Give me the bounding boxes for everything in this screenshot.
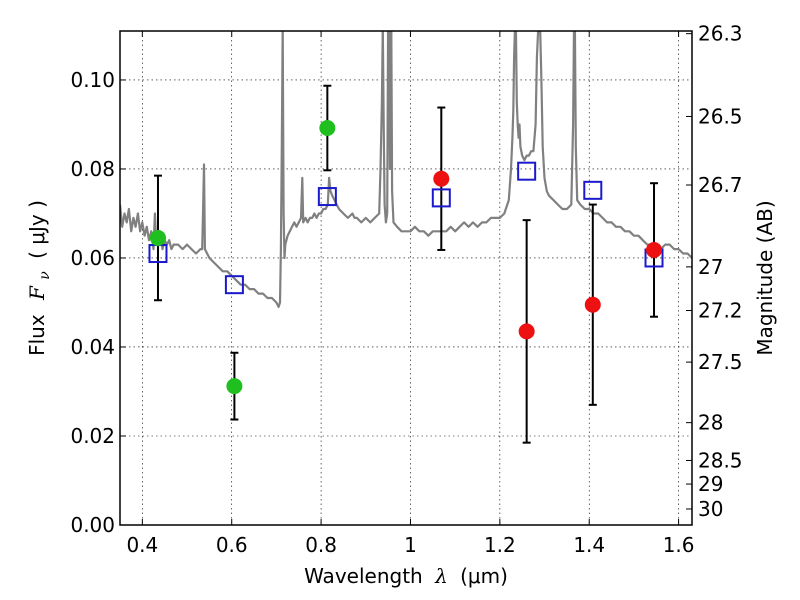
y-tick-label: 0.00 bbox=[70, 513, 115, 537]
observed-point bbox=[518, 323, 535, 340]
x-tick-label: 1.2 bbox=[484, 533, 516, 557]
y2-tick-label: 27.2 bbox=[698, 298, 743, 322]
observed-point bbox=[226, 378, 243, 395]
y2-tick-label: 29 bbox=[698, 472, 723, 496]
axis-ticks: 0.4 0.6 0.8 1 1.2 1.4 1.6 0.00 0.02 0.04 0.06 0.08 0… bbox=[70, 22, 742, 557]
x-tick-label: 0.8 bbox=[305, 533, 337, 557]
data-points bbox=[148, 84, 664, 444]
model-square-marker bbox=[431, 188, 451, 208]
x-tick-label: 0.6 bbox=[216, 533, 248, 557]
observed-point bbox=[646, 241, 663, 258]
y-tick-label: 0.04 bbox=[70, 335, 115, 359]
model-square-marker bbox=[583, 180, 603, 200]
x-tick-label: 1.4 bbox=[573, 533, 605, 557]
y-tick-label: 0.10 bbox=[70, 68, 115, 92]
model-square-marker bbox=[517, 161, 537, 181]
y2-tick-label: 30 bbox=[698, 497, 723, 521]
x-tick-label: 0.4 bbox=[126, 533, 158, 557]
y2-tick-label: 27 bbox=[698, 255, 723, 279]
model-square-marker bbox=[317, 187, 337, 207]
model-spectrum bbox=[120, 31, 692, 308]
y-tick-label: 0.08 bbox=[70, 157, 115, 181]
y2-tick-label: 26.3 bbox=[698, 22, 743, 46]
model-square-marker bbox=[224, 275, 244, 295]
x-tick-label: 1.6 bbox=[663, 533, 695, 557]
grid-lines bbox=[120, 31, 692, 526]
spectrum-line bbox=[120, 31, 692, 308]
y-tick-label: 0.06 bbox=[70, 246, 115, 270]
y2-tick-label: 27.5 bbox=[698, 350, 743, 374]
x-tick-label: 1 bbox=[404, 533, 417, 557]
observed-point bbox=[149, 229, 166, 246]
y2-tick-label: 26.7 bbox=[698, 173, 743, 197]
y2-tick-label: 28 bbox=[698, 411, 723, 435]
plot-frame bbox=[119, 30, 693, 526]
y2-tick-label: 28.5 bbox=[698, 448, 743, 472]
observed-point bbox=[433, 170, 450, 187]
observed-point bbox=[319, 120, 336, 137]
y-axis-title: Flux F ν ( μJy ) bbox=[25, 200, 54, 356]
x-axis-title: Wavelength λ (μm) bbox=[304, 564, 508, 588]
y2-axis-title: Magnitude (AB) bbox=[753, 200, 777, 355]
y-tick-label: 0.02 bbox=[70, 424, 115, 448]
y2-tick-label: 26.5 bbox=[698, 104, 743, 128]
observed-point bbox=[584, 296, 601, 313]
